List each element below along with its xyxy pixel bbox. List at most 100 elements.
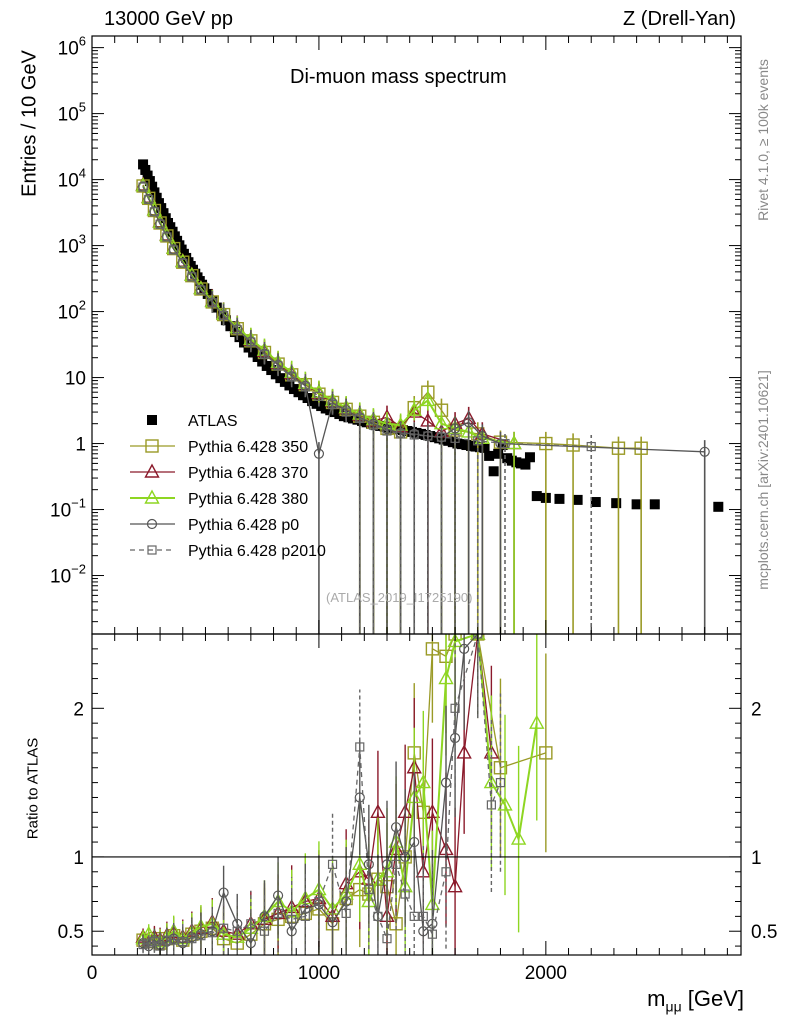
- ratio-point: [539, 746, 553, 760]
- ratio-point: [207, 928, 217, 938]
- legend-label: ATLAS: [188, 413, 238, 430]
- data-point: [138, 182, 148, 192]
- series-line: [142, 186, 592, 448]
- data-point: [141, 189, 157, 204]
- data-point: [520, 459, 531, 470]
- ratio-frame: [91, 633, 742, 956]
- y-tick-label: 1: [75, 435, 86, 456]
- ratio-point: [273, 908, 283, 918]
- x-tick-label: 0: [87, 963, 98, 984]
- ratio-series-layer: [135, 634, 553, 955]
- data-point: [162, 232, 172, 242]
- data-point: [649, 499, 660, 510]
- data-point: [144, 176, 155, 187]
- data-point: [699, 446, 710, 457]
- ratio-point: [169, 935, 179, 945]
- ratio-y-tick-label-right: 1: [751, 848, 762, 869]
- legend-label: Pythia 6.428 380: [188, 491, 308, 508]
- data-point: [216, 308, 227, 319]
- data-point: [259, 349, 270, 359]
- data-point: [232, 325, 242, 335]
- ratio-point: [495, 778, 506, 788]
- data-point: [151, 192, 162, 203]
- data-point: [152, 213, 168, 229]
- ratio-y-tick-label: 2: [73, 699, 84, 720]
- ratio-y-tick-label-right: 0.5: [751, 922, 777, 943]
- ratio-point: [364, 885, 374, 895]
- legend-label: Pythia 6.428 p0: [188, 517, 299, 534]
- data-point: [488, 466, 499, 477]
- ratio-y-axis-label: Ratio to ATLAS: [24, 737, 42, 840]
- data-point: [156, 203, 167, 214]
- legend-label: Pythia 6.428 350: [188, 439, 308, 456]
- ratio-point: [144, 938, 154, 948]
- data-point: [155, 219, 165, 229]
- ratio-y-tick-label: 0.5: [58, 922, 84, 943]
- ratio-y-tick-label: 1: [73, 848, 84, 869]
- ratio-point: [483, 774, 500, 789]
- data-point: [406, 401, 422, 416]
- data-point: [524, 452, 535, 463]
- ratio-point: [314, 896, 324, 907]
- data-point: [147, 181, 158, 192]
- y-tick-label: 10−1: [50, 496, 86, 522]
- data-point: [611, 498, 622, 509]
- data-point: [450, 433, 460, 443]
- data-point: [196, 285, 206, 295]
- data-point: [484, 450, 495, 461]
- data-point: [149, 207, 160, 217]
- data-point: [554, 493, 565, 504]
- data-point: [140, 164, 151, 175]
- ratio-point: [341, 908, 351, 918]
- header-process: Z (Drell-Yan): [623, 8, 736, 30]
- y-tick-label: 106: [58, 34, 86, 60]
- ratio-point: [441, 867, 451, 877]
- data-point: [463, 417, 474, 428]
- ratio-point: [373, 911, 383, 921]
- ratio-point: [327, 917, 338, 928]
- data-point: [572, 494, 583, 505]
- data-point: [158, 208, 169, 219]
- ratio-point: [246, 919, 256, 929]
- ratio-point: [187, 934, 197, 944]
- y-tick-label: 10−2: [50, 562, 86, 588]
- ratio-point: [425, 642, 440, 656]
- data-point: [239, 337, 250, 348]
- ratio-point: [370, 803, 386, 819]
- ratio-line: [142, 634, 479, 947]
- ratio-point: [218, 887, 229, 898]
- data-point: [631, 499, 642, 510]
- data-point: [449, 423, 461, 434]
- data-point: [396, 429, 406, 439]
- data-point: [436, 432, 447, 442]
- x-tick-label: 1000: [298, 963, 340, 984]
- series-5: [138, 182, 596, 634]
- ratio-point: [510, 830, 527, 845]
- data-point: [138, 159, 149, 170]
- series-1: [136, 179, 648, 634]
- data-point: [184, 266, 200, 281]
- ratio-point: [427, 929, 437, 939]
- data-point: [497, 440, 508, 451]
- ratio-point: [232, 926, 242, 936]
- legend: ATLAS Pythia 6.428 350 Pythia 6.428 370 Pyt…: [130, 413, 326, 560]
- side-label-rivet: Rivet 4.1.0, ≥ 100k events: [755, 59, 771, 221]
- legend-marker: [146, 518, 158, 530]
- data-point: [368, 420, 378, 430]
- ratio-point: [440, 777, 452, 788]
- ratio-point: [424, 803, 441, 819]
- data-point: [146, 201, 163, 216]
- data-point: [225, 321, 236, 332]
- ratio-point: [456, 744, 472, 759]
- ratio-point: [327, 859, 338, 869]
- y-tick-label: 103: [58, 232, 86, 258]
- data-point: [176, 255, 190, 269]
- data-point: [539, 436, 553, 451]
- ratio-point: [300, 911, 310, 921]
- legend-label: Pythia 6.428 p2010: [188, 543, 326, 560]
- y-tick-label: 105: [58, 100, 86, 126]
- side-label-mcplots: mcplots.cern.ch [arXiv:2401.10621]: [755, 370, 771, 590]
- ratio-point: [459, 643, 470, 654]
- data-point: [300, 382, 310, 392]
- data-point: [142, 170, 153, 181]
